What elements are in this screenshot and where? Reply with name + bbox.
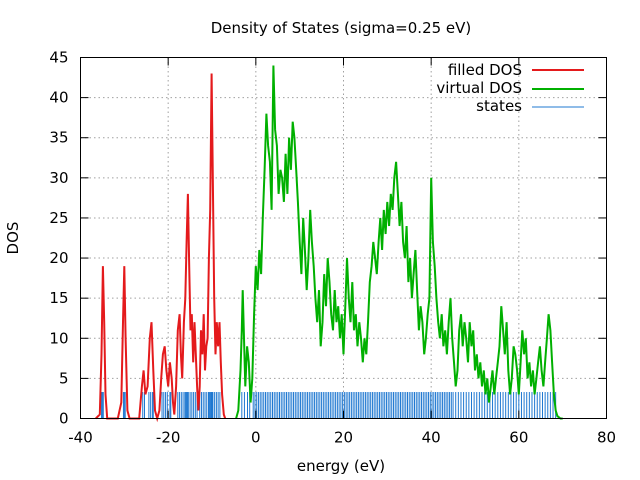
x-tick-label: 60	[509, 429, 528, 447]
legend-label-filled: filled DOS	[448, 61, 522, 79]
legend-label-states: states	[476, 97, 522, 115]
y-tick-labels: 0 5 10 15 20 25 30 35 40 45	[49, 49, 68, 428]
legend: filled DOS virtual DOS states	[436, 61, 584, 115]
virtual-dos-line	[235, 65, 563, 420]
filled-dos-line	[95, 73, 227, 423]
y-tick-label: 5	[59, 369, 69, 387]
legend-label-virtual: virtual DOS	[436, 79, 522, 97]
filled-dos-series	[95, 73, 227, 423]
x-tick-label: -40	[68, 429, 93, 447]
x-tick-labels: -40 -20 0 20 40 60 80	[68, 429, 616, 447]
y-tick-label: 45	[49, 49, 68, 67]
chart-title: Density of States (sigma=0.25 eV)	[211, 19, 472, 37]
y-tick-label: 10	[49, 329, 68, 347]
x-tick-label: -20	[156, 429, 181, 447]
y-tick-label: 20	[49, 249, 68, 267]
states-series	[101, 392, 557, 419]
axis-ticks	[80, 57, 607, 419]
x-tick-label: 20	[334, 429, 353, 447]
x-axis-label: energy (eV)	[297, 457, 385, 475]
virtual-dos-series	[235, 65, 563, 420]
y-tick-label: 0	[59, 410, 69, 428]
y-tick-label: 15	[49, 289, 68, 307]
y-tick-label: 40	[49, 89, 68, 107]
x-tick-label: 0	[251, 429, 261, 447]
y-tick-label: 35	[49, 129, 68, 147]
y-tick-label: 25	[49, 209, 68, 227]
y-tick-label: 30	[49, 169, 68, 187]
x-tick-label: 40	[422, 429, 441, 447]
x-tick-label: 80	[597, 429, 616, 447]
y-axis-label: DOS	[4, 222, 22, 255]
